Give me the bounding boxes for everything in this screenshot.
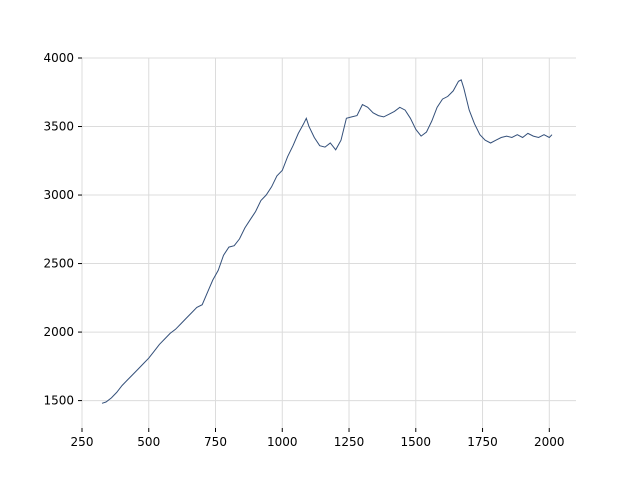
- y-tick-label: 3500: [43, 120, 74, 134]
- y-axis: 1500 2000 2500 3000 3500 4000: [43, 51, 82, 408]
- y-tick-label: 1500: [43, 394, 74, 408]
- y-tick-label: 2500: [43, 257, 74, 271]
- x-tick-label: 750: [204, 435, 227, 449]
- series-line: [101, 79, 553, 404]
- y-tick-label: 2000: [43, 325, 74, 339]
- x-tick-label: 1000: [267, 435, 298, 449]
- x-tick-label: 250: [71, 435, 94, 449]
- x-tick-label: 2000: [534, 435, 565, 449]
- x-axis: 250 500 750 1000 1250 1500 1750 2000: [71, 428, 565, 449]
- x-tick-label: 1500: [401, 435, 432, 449]
- x-tick-label: 1750: [467, 435, 498, 449]
- x-tick-label: 1250: [334, 435, 365, 449]
- x-tick-label: 500: [137, 435, 160, 449]
- y-tick-label: 3000: [43, 188, 74, 202]
- y-grid-lines: [82, 57, 576, 402]
- y-tick-label: 4000: [43, 51, 74, 65]
- x-grid-lines: [81, 58, 550, 428]
